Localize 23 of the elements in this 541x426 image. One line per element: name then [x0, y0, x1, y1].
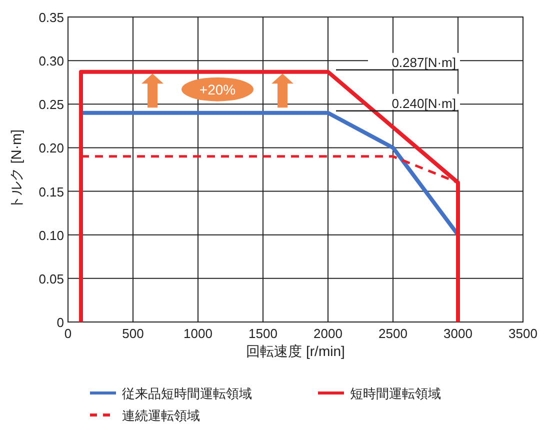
x-tick-label: 3500	[508, 326, 538, 341]
annotation: 0.240[N·m]	[392, 96, 456, 111]
legend-label: 従来品短時間運転領域	[122, 386, 252, 401]
y-tick-label: 0.05	[38, 271, 64, 286]
legend-label: 短時間運転領域	[350, 386, 441, 401]
x-tick-label: 2500	[378, 326, 408, 341]
x-tick-label: 2000	[314, 326, 342, 341]
y-axis-title: トルク [N·m]	[8, 129, 24, 210]
y-tick-label: 0	[56, 315, 64, 330]
y-tick-label: 0.15	[38, 184, 64, 200]
y-tick-label: 0.20	[38, 140, 64, 156]
y-tick-label: 0.25	[38, 97, 64, 112]
y-tick-label: 0.30	[38, 54, 64, 69]
x-tick-label: 500	[122, 326, 144, 341]
y-tick-label: 0.35	[38, 10, 64, 25]
y-tick-label: 0.10	[38, 228, 64, 243]
x-tick-label: 3000	[444, 326, 472, 341]
annotation: +20%	[199, 81, 236, 98]
x-tick-label: 1000	[184, 326, 212, 341]
x-axis-title: 回転速度 [r/min]	[246, 343, 345, 359]
x-tick-label: 1500	[248, 326, 278, 341]
annotation: 0.287[N·m]	[392, 54, 456, 70]
legend-label: 連続運転領域	[122, 408, 200, 423]
